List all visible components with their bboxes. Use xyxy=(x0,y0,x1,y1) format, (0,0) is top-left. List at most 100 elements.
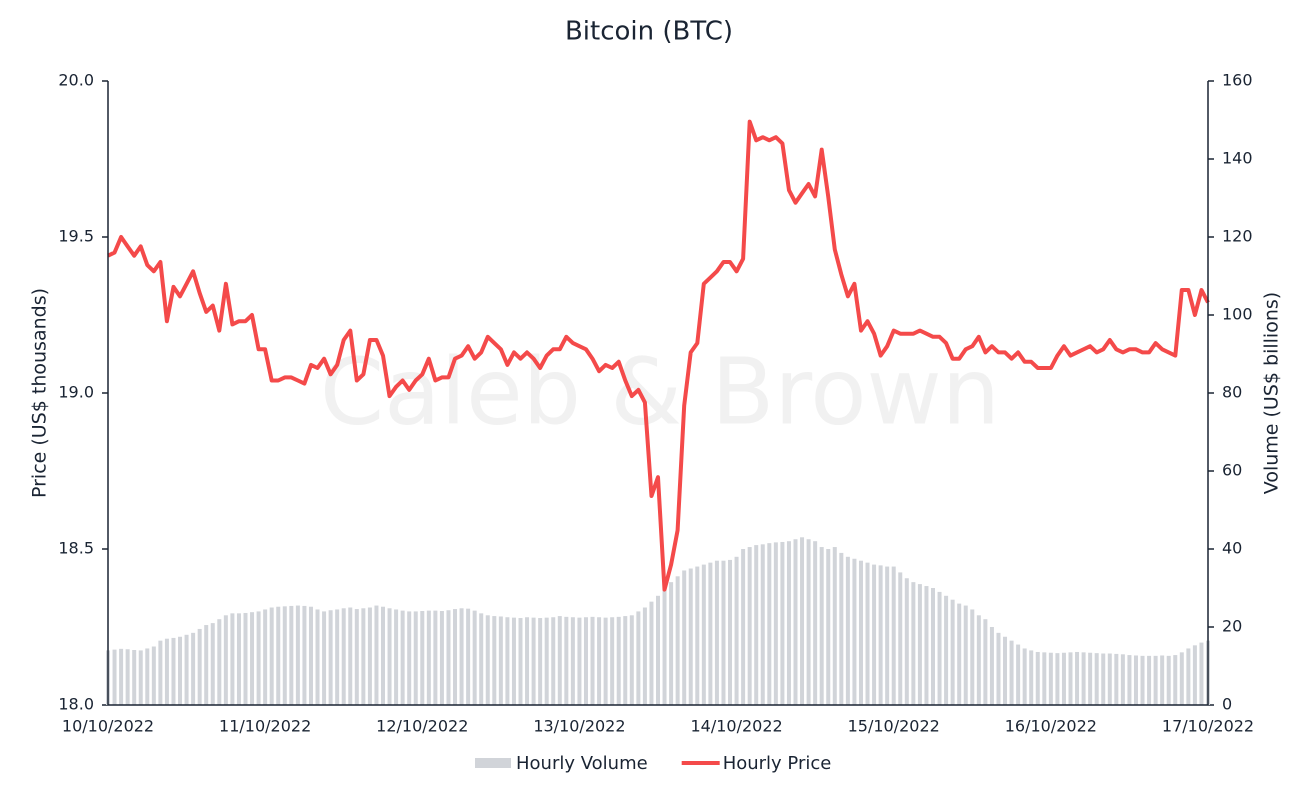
volume-bar xyxy=(328,610,333,705)
x-tick-label: 15/10/2022 xyxy=(848,717,940,736)
y2-tick-label: 120 xyxy=(1222,227,1253,246)
volume-bar xyxy=(145,648,150,705)
volume-bar xyxy=(250,612,255,705)
volume-bar xyxy=(734,556,739,705)
volume-bar xyxy=(1160,655,1165,705)
y2-tick-label: 20 xyxy=(1222,617,1242,636)
volume-bar xyxy=(354,609,359,705)
volume-bar xyxy=(119,648,124,705)
volume-bar xyxy=(492,616,497,705)
volume-bar xyxy=(773,542,778,705)
volume-bar xyxy=(341,608,346,705)
volume-bar xyxy=(957,603,962,705)
volume-bar xyxy=(453,609,458,705)
volume-bar xyxy=(1088,652,1093,705)
volume-bar xyxy=(426,610,431,705)
volume-bar xyxy=(669,582,674,705)
volume-bar xyxy=(531,617,536,705)
volume-bar xyxy=(1199,642,1204,705)
volume-bar xyxy=(433,610,438,705)
x-tick-label: 12/10/2022 xyxy=(376,717,468,736)
volume-bar xyxy=(282,606,287,705)
volume-bar xyxy=(289,605,294,705)
x-tick-label: 11/10/2022 xyxy=(219,717,311,736)
volume-bar xyxy=(361,608,366,705)
volume-bar xyxy=(649,601,654,705)
volume-bar xyxy=(518,618,523,705)
volume-bar xyxy=(747,547,752,705)
x-tick-label: 17/10/2022 xyxy=(1162,717,1254,736)
volume-bar xyxy=(1016,644,1021,705)
volume-bar xyxy=(852,558,857,705)
volume-bar xyxy=(931,588,935,705)
volume-bar xyxy=(446,610,451,705)
volume-bar xyxy=(728,559,733,705)
volume-bar xyxy=(544,617,549,705)
volume-bar xyxy=(413,611,418,705)
volume-bar xyxy=(721,560,726,705)
y2-tick-label: 60 xyxy=(1222,461,1242,480)
volume-bar xyxy=(911,582,916,705)
volume-bar xyxy=(1120,654,1125,705)
volume-bar xyxy=(210,623,215,705)
volume-bar xyxy=(937,591,942,705)
volume-bar xyxy=(302,605,307,705)
volume-bar xyxy=(295,605,300,705)
volume-bar xyxy=(963,605,968,705)
volume-bar xyxy=(1101,653,1106,705)
volume-bar xyxy=(479,613,484,705)
volume-bar xyxy=(610,617,615,705)
volume-bar xyxy=(439,611,444,705)
volume-bar xyxy=(1042,652,1047,705)
y2-tick-label: 0 xyxy=(1222,695,1232,714)
volume-bar xyxy=(767,543,772,705)
volume-bar xyxy=(682,570,687,705)
volume-bar xyxy=(976,615,981,705)
volume-bar xyxy=(780,541,785,705)
volume-bar xyxy=(656,595,660,705)
volume-bar xyxy=(917,584,922,705)
volume-bar xyxy=(1166,655,1171,705)
volume-bar xyxy=(538,618,543,705)
x-tick-label: 10/10/2022 xyxy=(62,717,154,736)
volume-bar xyxy=(662,588,667,705)
chart-title: Bitcoin (BTC) xyxy=(565,17,733,47)
volume-bar xyxy=(322,611,327,705)
volume-bar xyxy=(839,552,844,705)
price-line xyxy=(107,119,1210,592)
volume-bar xyxy=(1153,655,1158,705)
volume-bar xyxy=(276,606,281,705)
volume-bar xyxy=(1022,648,1027,705)
volume-bar xyxy=(996,632,1001,705)
volume-bar xyxy=(315,609,320,705)
volume-bar xyxy=(891,566,896,705)
volume-bar xyxy=(806,539,811,705)
volume-bar xyxy=(394,609,399,705)
volume-bar xyxy=(236,613,241,705)
volume-bar xyxy=(1192,645,1197,705)
volume-bar xyxy=(1009,640,1014,705)
volume-bar xyxy=(885,566,890,705)
volume-bar xyxy=(786,541,791,705)
volume-bar xyxy=(511,617,516,705)
y2-axis-label: Volume (US$ billions) xyxy=(1261,292,1283,494)
volume-bar xyxy=(872,564,877,705)
volume-bar xyxy=(525,617,530,705)
volume-bar xyxy=(597,617,602,705)
volume-bar xyxy=(1186,648,1191,705)
volume-bar xyxy=(570,617,575,705)
y-tick-label: 19.5 xyxy=(58,227,94,246)
volume-bar xyxy=(230,613,235,705)
volume-bar xyxy=(642,607,647,705)
volume-bar xyxy=(950,599,955,705)
volume-bar xyxy=(184,634,189,705)
volume-bar xyxy=(675,576,680,705)
volume-bar xyxy=(826,549,831,705)
volume-bar xyxy=(832,547,837,705)
volume-bar xyxy=(695,566,700,705)
volume-bar xyxy=(171,637,176,705)
volume-bar xyxy=(1127,655,1132,705)
volume-bar xyxy=(688,568,693,705)
volume-bar xyxy=(374,605,379,705)
